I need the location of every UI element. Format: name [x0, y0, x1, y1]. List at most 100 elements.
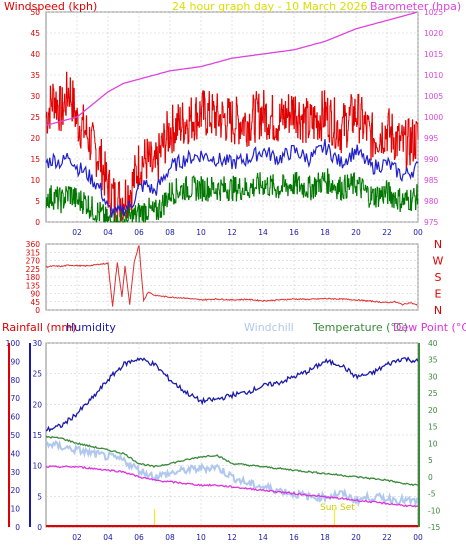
temp-x-tick-9: 20	[351, 533, 361, 542]
direction-grid	[46, 243, 419, 311]
baro-y-tick-8: 1015	[424, 50, 443, 59]
temp-line	[45, 435, 419, 487]
rain-tick-7: 70	[10, 394, 20, 403]
wind-x-tick-10: 22	[382, 228, 392, 237]
wind-x-tick-0: 02	[72, 228, 82, 237]
avg-wind-line	[45, 138, 419, 218]
dir-y-tick-4: 180	[26, 273, 41, 282]
wind-y-tick-3: 15	[30, 155, 40, 164]
wind-x-tick-11: 00	[413, 228, 423, 237]
rain-tick-10: 100	[6, 339, 21, 348]
temp-tick-8: 25	[428, 389, 438, 398]
hum-tick-3: 15	[32, 431, 42, 440]
low-wind-line	[45, 168, 419, 223]
direction-line	[45, 245, 418, 307]
humidity-label: Humidity	[66, 321, 116, 334]
wind-y-tick-6: 30	[30, 92, 40, 101]
temp-x-tick-1: 04	[103, 533, 113, 542]
rain-tick-9: 90	[10, 357, 20, 366]
compass-label-3: E	[435, 288, 442, 301]
wind-x-tick-4: 10	[196, 228, 206, 237]
temp-tick-2: -5	[428, 490, 436, 499]
barometer-label: Barometer (hpa)	[370, 0, 461, 13]
wind-y-tick-5: 25	[30, 113, 40, 122]
wind-y-tick-10: 50	[30, 8, 40, 17]
compass-label-0: N	[434, 238, 442, 251]
temp-tick-4: 5	[428, 456, 433, 465]
wind-x-tick-2: 06	[134, 228, 144, 237]
baro-y-tick-0: 975	[424, 218, 439, 227]
temp-tick-5: 10	[428, 439, 438, 448]
temp-ticks: -15 -10 -5 0 5 10 15 20 25 30 35 40	[428, 339, 440, 532]
temp-x-tick-4: 10	[196, 533, 206, 542]
baro-y-tick-5: 1000	[424, 113, 443, 122]
temp-x-tick-5: 12	[227, 533, 237, 542]
wind-x-tick-3: 08	[165, 228, 175, 237]
dir-y-tick-8: 360	[26, 240, 41, 249]
hum-tick-5: 25	[32, 370, 42, 379]
wind-x-tick-1: 04	[103, 228, 113, 237]
baro-y-right-ticks: 975 980 985 990 995 1000 1005 1010 1015 1020 1025	[424, 8, 443, 227]
rain-tick-4: 40	[10, 449, 20, 458]
dir-y-tick-2: 90	[30, 290, 40, 299]
humidity-ticks: 0 5 10 15 20 25 30	[32, 339, 42, 532]
baro-y-tick-10: 1025	[424, 8, 443, 17]
temp-x-tick-6: 14	[258, 533, 268, 542]
temp-tick-6: 15	[428, 423, 438, 432]
dir-y-tick-1: 45	[30, 298, 40, 307]
wind-y-tick-0: 0	[35, 218, 40, 227]
hum-tick-6: 30	[32, 339, 42, 348]
temp-x-tick-3: 08	[165, 533, 175, 542]
chart-title: 24 hour graph day - 10 March 2026	[172, 0, 368, 13]
direction-series	[45, 245, 418, 307]
temp-tick-3: 0	[428, 473, 433, 482]
wind-x-tick-7: 16	[289, 228, 299, 237]
wind-y-tick-2: 10	[30, 176, 40, 185]
rain-tick-0: 0	[15, 523, 20, 532]
sun-set-label: Sun Set	[320, 503, 355, 513]
baro-y-tick-9: 1020	[424, 29, 443, 38]
rain-tick-8: 80	[10, 376, 20, 385]
dir-y-tick-6: 270	[26, 257, 41, 266]
compass-label-2: S	[435, 271, 442, 284]
wind-x-tick-6: 14	[258, 228, 268, 237]
baro-y-tick-4: 995	[424, 134, 439, 143]
temp-tick-11: 40	[428, 339, 438, 348]
compass-label-1: W	[433, 255, 444, 268]
dir-y-tick-0: 0	[35, 306, 40, 315]
dir-y-tick-3: 135	[26, 281, 41, 290]
wind-x-tick-5: 12	[227, 228, 237, 237]
wind-y-tick-9: 45	[30, 29, 40, 38]
hum-tick-4: 20	[32, 400, 42, 409]
humidity-line	[45, 356, 419, 433]
hum-tick-0: 0	[37, 523, 42, 532]
temp-x-ticks: 02 04 06 08 10 12 14 16 18 20 22 00	[72, 533, 423, 542]
rain-tick-1: 10	[10, 505, 20, 514]
temp-tick-9: 30	[428, 372, 438, 381]
temp-x-tick-11: 00	[413, 533, 423, 542]
gust-wind-line	[45, 71, 419, 223]
rain-tick-2: 20	[10, 486, 20, 495]
windchill-label: Windchill	[244, 321, 294, 334]
rain-ticks: 0 10 20 30 40 50 60 70 80 90 100	[6, 339, 21, 532]
baro-y-tick-2: 985	[424, 176, 439, 185]
wind-y-tick-4: 20	[30, 134, 40, 143]
windspeed-label: Windspeed (kph)	[4, 0, 97, 13]
wind-x-tick-8: 18	[320, 228, 330, 237]
temp-tick-0: -15	[428, 523, 440, 532]
dew-line	[45, 465, 419, 508]
dir-y-tick-5: 225	[26, 265, 41, 274]
rain-tick-3: 30	[10, 468, 20, 477]
baro-y-tick-3: 990	[424, 155, 439, 164]
wind-series	[45, 11, 419, 223]
temp-tick-7: 20	[428, 406, 438, 415]
wind-y-tick-7: 35	[30, 71, 40, 80]
temp-tick-1: -10	[428, 506, 440, 515]
temp-tick-10: 35	[428, 356, 438, 365]
dewpoint-label: Dew Point (°C)	[393, 321, 466, 334]
baro-y-tick-6: 1005	[424, 92, 443, 101]
hum-tick-1: 5	[37, 492, 42, 501]
